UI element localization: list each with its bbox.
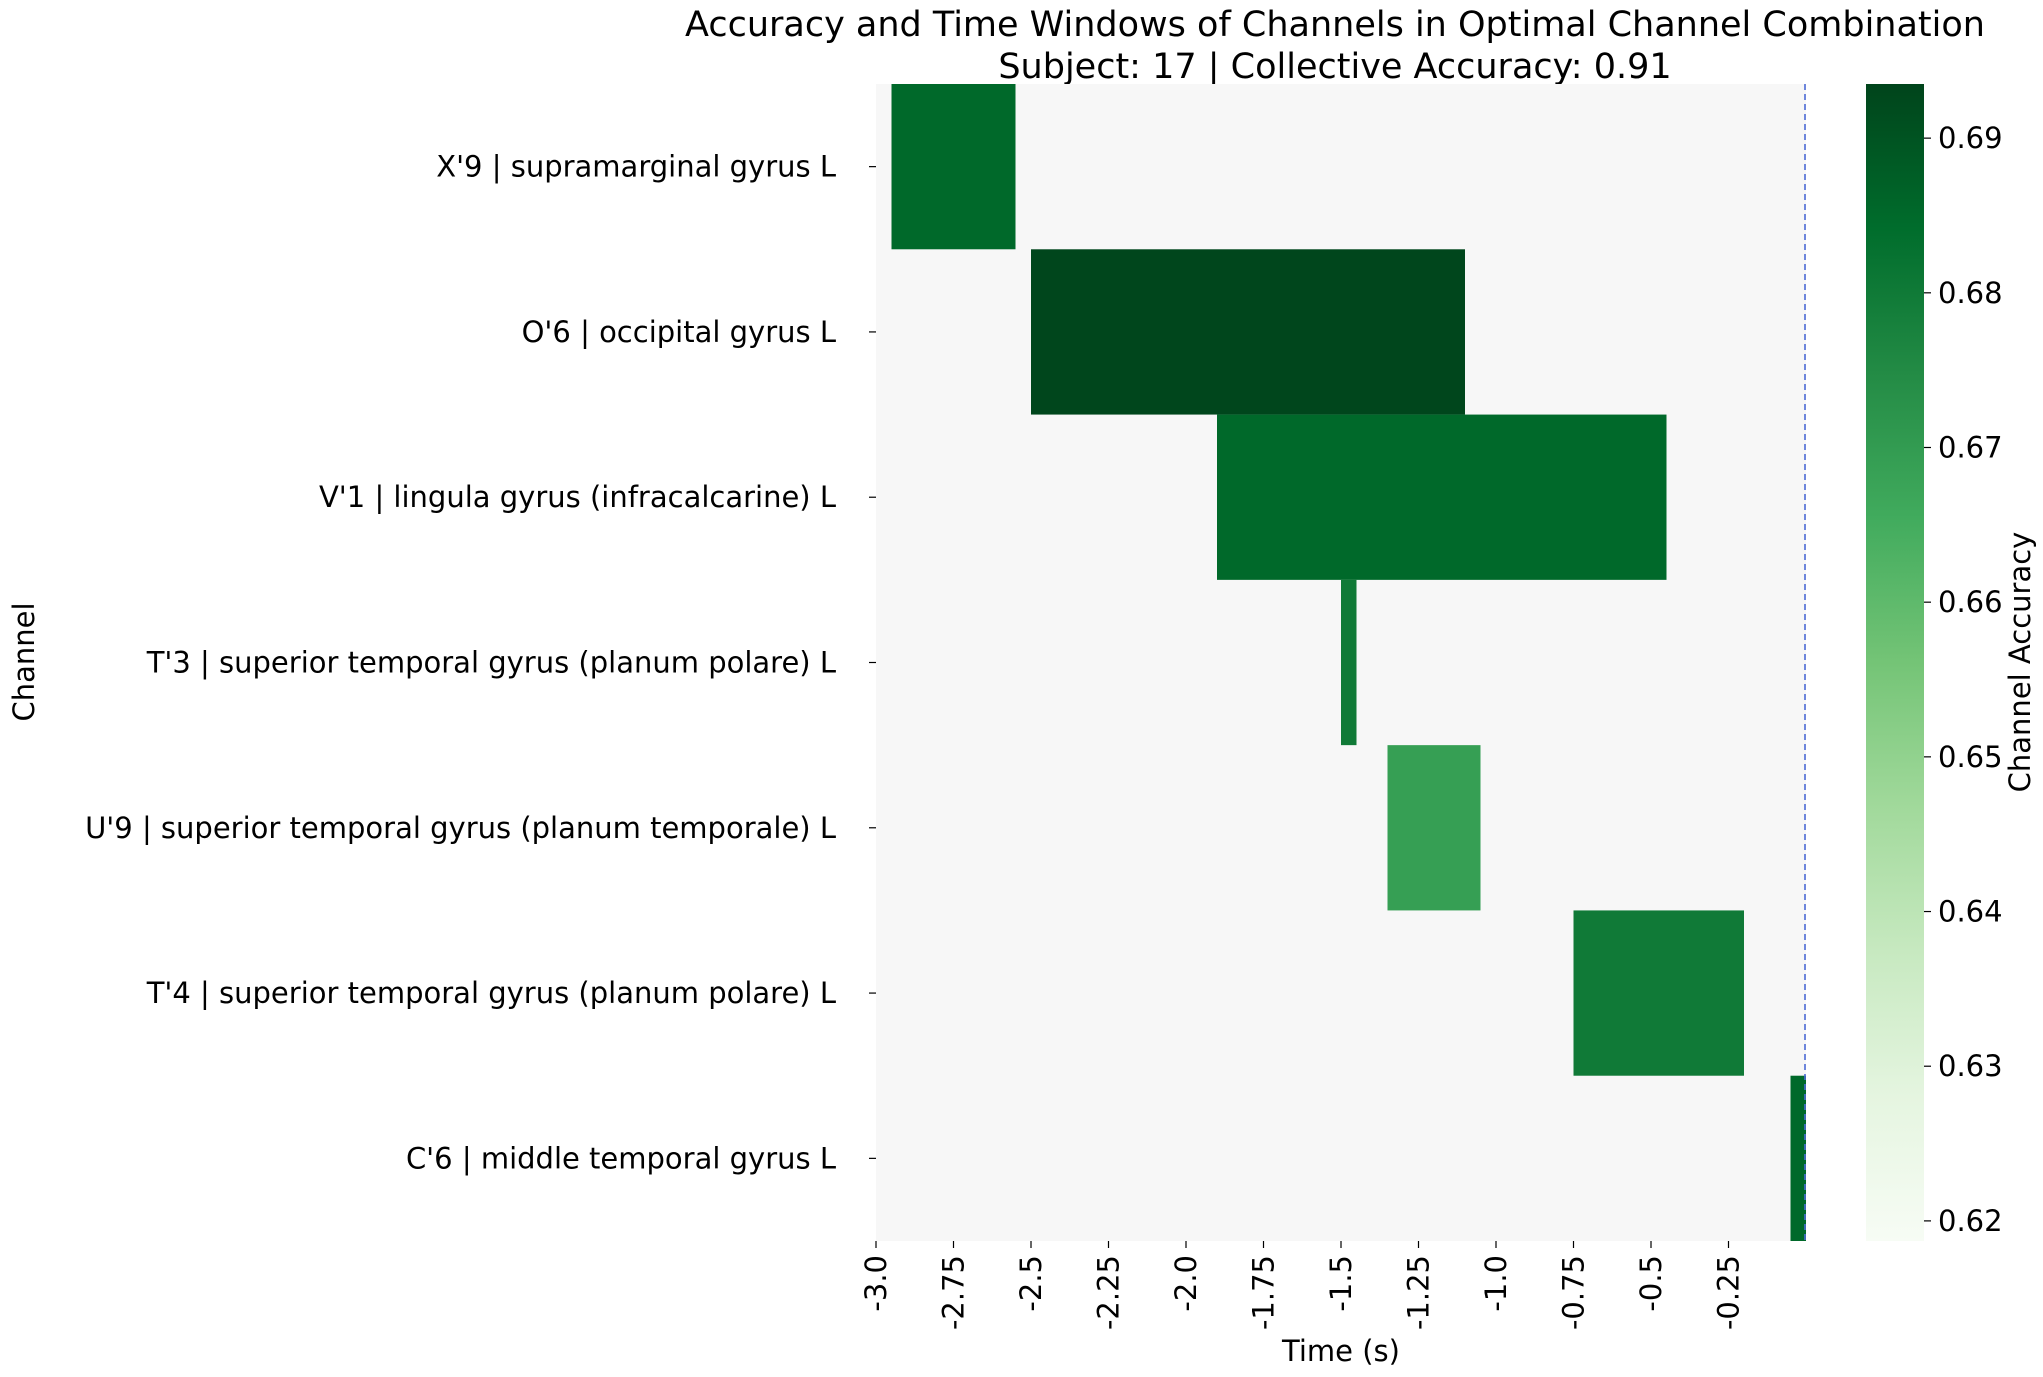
- colorbar-tick-label: 0.64: [1938, 895, 2003, 929]
- x-tick-label: -2.25: [1092, 1255, 1126, 1330]
- colorbar-tick-label: 0.67: [1938, 430, 2003, 464]
- x-tick-label: -2.0: [1169, 1255, 1203, 1312]
- chart-title: Accuracy and Time Windows of Channels in…: [685, 5, 1985, 45]
- y-tick-label: C'6 | middle temporal gyrus L: [406, 1141, 836, 1175]
- x-tick-label: -1.25: [1402, 1255, 1436, 1330]
- heatmap-cell: [1790, 1075, 1806, 1241]
- colorbar-tick-label: 0.68: [1938, 276, 2003, 310]
- x-tick-label: -1.5: [1324, 1255, 1358, 1312]
- x-tick-label: -0.5: [1634, 1255, 1668, 1312]
- colorbar-tick-label: 0.66: [1938, 585, 2003, 619]
- x-tick-label: -0.25: [1712, 1255, 1746, 1330]
- y-tick-label: X'9 | supramarginal gyrus L: [436, 150, 836, 184]
- y-tick-label: T'4 | superior temporal gyrus (planum po…: [146, 976, 836, 1010]
- colorbar-ticks: 0.62 0.63 0.64 0.65 0.66 0.67 0.68 0.69: [1924, 121, 2003, 1238]
- x-tick-label: -3.0: [859, 1255, 893, 1312]
- colorbar-tick-label: 0.62: [1938, 1204, 2003, 1238]
- heatmap-cells: [891, 84, 1806, 1241]
- x-tick-label: -0.75: [1557, 1255, 1591, 1330]
- colorbar-tick-label: 0.69: [1938, 121, 2003, 155]
- heatmap-cell: [1031, 249, 1465, 415]
- colorbar-tick-label: 0.65: [1938, 740, 2003, 774]
- x-tick-label: -1.0: [1479, 1255, 1513, 1312]
- heatmap-cell: [1573, 910, 1744, 1076]
- y-tick-label: O'6 | occipital gyrus L: [522, 315, 836, 349]
- colorbar: [1866, 84, 1924, 1241]
- x-tick-label: -2.5: [1014, 1255, 1048, 1312]
- x-axis-ticks: -3.0 -2.75 -2.5 -2.25 -2.0 -1.75 -1.5 -1.25 -1.0…: [859, 1241, 1746, 1330]
- x-tick-label: -1.75: [1247, 1255, 1281, 1330]
- y-tick-label: V'1 | lingula gyrus (infracalcarine) L: [319, 480, 836, 514]
- y-tick-label: T'3 | superior temporal gyrus (planum po…: [146, 646, 836, 680]
- colorbar-label: Channel Accuracy: [2003, 532, 2037, 793]
- y-axis-ticks: X'9 | supramarginal gyrus L O'6 | occipit…: [85, 150, 876, 1175]
- heatmap-cell: [1341, 579, 1357, 746]
- heatmap-cell: [891, 84, 1016, 250]
- y-axis-label: Channel: [7, 602, 41, 721]
- heatmap-cell: [1387, 745, 1481, 911]
- heatmap-cell: [1217, 414, 1667, 580]
- x-tick-label: -2.75: [937, 1255, 971, 1330]
- colorbar-tick-label: 0.63: [1938, 1049, 2003, 1083]
- y-tick-label: U'9 | superior temporal gyrus (planum te…: [85, 811, 836, 845]
- chart-subtitle: Subject: 17 | Collective Accuracy: 0.91: [998, 47, 1671, 87]
- x-axis-label: Time (s): [1281, 1334, 1400, 1368]
